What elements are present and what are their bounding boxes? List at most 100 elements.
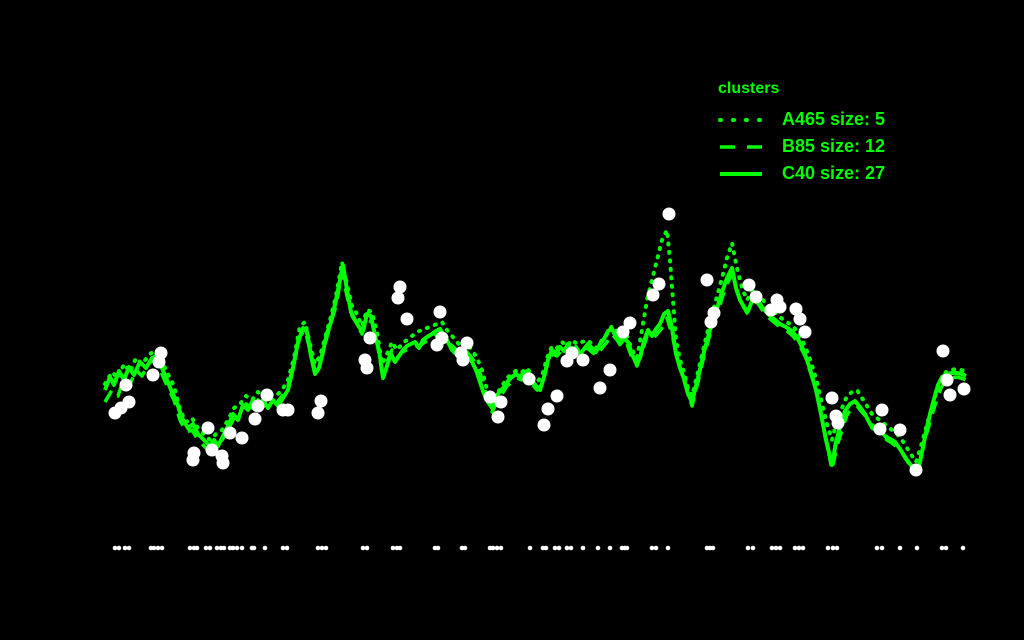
scatter-point bbox=[122, 395, 136, 409]
scatter-point bbox=[311, 406, 325, 420]
rug-tick bbox=[490, 545, 496, 551]
rug-tick bbox=[874, 545, 880, 551]
rug-tick bbox=[390, 545, 396, 551]
rug-tick bbox=[830, 545, 836, 551]
rug-tick bbox=[494, 545, 500, 551]
scatter-point bbox=[260, 388, 274, 402]
rug-tick bbox=[187, 545, 193, 551]
scatter-point bbox=[248, 412, 262, 426]
rug-tick bbox=[116, 545, 122, 551]
scatter-point bbox=[749, 290, 763, 304]
scatter-point bbox=[773, 300, 787, 314]
scatter-point bbox=[391, 291, 405, 305]
scatter-point bbox=[251, 399, 265, 413]
scatter-point bbox=[400, 312, 414, 326]
scatter-point bbox=[873, 422, 887, 436]
rug-tick bbox=[834, 545, 840, 551]
dashed-line-key-icon bbox=[720, 144, 762, 149]
rug-tick bbox=[126, 545, 132, 551]
scatter-point bbox=[363, 331, 377, 345]
scatter-point bbox=[662, 207, 676, 221]
rug-tick bbox=[943, 545, 949, 551]
scatter-point bbox=[119, 378, 133, 392]
scatter-point bbox=[491, 410, 505, 424]
scatter-point bbox=[281, 403, 295, 417]
rug-tick bbox=[543, 545, 549, 551]
scatter-point bbox=[460, 336, 474, 350]
rug-tick bbox=[315, 545, 321, 551]
rug-tick bbox=[607, 545, 613, 551]
scatter-point bbox=[616, 325, 630, 339]
rug-tick bbox=[552, 545, 558, 551]
rug-tick bbox=[397, 545, 403, 551]
scatter-point bbox=[893, 423, 907, 437]
rug-tick bbox=[564, 545, 570, 551]
legend-title: clusters bbox=[718, 80, 780, 97]
rug-tick bbox=[364, 545, 370, 551]
scatter-point bbox=[314, 394, 328, 408]
scatter-point bbox=[541, 402, 555, 416]
scatter-point bbox=[789, 302, 803, 316]
rug-tick bbox=[207, 545, 213, 551]
rug-tick bbox=[879, 545, 885, 551]
series-line-c40 bbox=[103, 263, 967, 474]
legend-item-c40: C40 size: 27 bbox=[718, 160, 885, 187]
rug-tick bbox=[435, 545, 441, 551]
rug-tick bbox=[251, 545, 257, 551]
scatter-point bbox=[483, 390, 497, 404]
rug-tick bbox=[155, 545, 161, 551]
scatter-point bbox=[522, 372, 536, 386]
scatter-point bbox=[909, 463, 923, 477]
rug-tick bbox=[792, 545, 798, 551]
scatter-point bbox=[943, 388, 957, 402]
scatter-point bbox=[456, 353, 470, 367]
scatter-point bbox=[494, 395, 508, 409]
rug-tick bbox=[284, 545, 290, 551]
scatter-point bbox=[798, 325, 812, 339]
scatter-point bbox=[235, 431, 249, 445]
rug-tick bbox=[825, 545, 831, 551]
rug-tick bbox=[194, 545, 200, 551]
scatter-point bbox=[360, 361, 374, 375]
rug-tick bbox=[624, 545, 630, 551]
rug-tick bbox=[595, 545, 601, 551]
legend-label-c40: C40 size: 27 bbox=[782, 163, 886, 183]
legend-label-b85: B85 size: 12 bbox=[782, 136, 886, 156]
scatter-point bbox=[201, 421, 215, 435]
scatter-point bbox=[623, 316, 637, 330]
rug-tick bbox=[112, 545, 118, 551]
scatter-point bbox=[825, 391, 839, 405]
rug-tick bbox=[323, 545, 329, 551]
rug-tick bbox=[230, 545, 236, 551]
rug-tick bbox=[665, 545, 671, 551]
legend-item-a465: A465 size: 5 bbox=[718, 106, 885, 133]
scatter-point bbox=[205, 443, 219, 457]
rug-tick bbox=[796, 545, 802, 551]
scatter-point bbox=[433, 305, 447, 319]
scatter-point bbox=[652, 277, 666, 291]
rug-tick bbox=[462, 545, 468, 551]
rug-tick bbox=[773, 545, 779, 551]
rug-tick bbox=[960, 545, 966, 551]
scatter-point bbox=[707, 306, 721, 320]
scatter-point bbox=[223, 426, 237, 440]
solid-line-key-icon bbox=[720, 171, 762, 176]
scatter-point bbox=[603, 363, 617, 377]
scatter-point bbox=[565, 346, 579, 360]
legend: clusters A465 size: 5 B85 size: 12 C40 s… bbox=[718, 80, 885, 187]
scatter-point bbox=[793, 312, 807, 326]
rug-tick bbox=[750, 545, 756, 551]
legend-label-a465: A465 size: 5 bbox=[782, 109, 886, 129]
rug-tick bbox=[203, 545, 209, 551]
rug-tick bbox=[234, 545, 240, 551]
rug-tick bbox=[939, 545, 945, 551]
rug-tick bbox=[897, 545, 903, 551]
rug-tick bbox=[556, 545, 562, 551]
rug-tick bbox=[745, 545, 751, 551]
rug-tick bbox=[214, 545, 220, 551]
scatter-point bbox=[940, 373, 954, 387]
scatter-point bbox=[936, 344, 950, 358]
rug-tick bbox=[580, 545, 586, 551]
scatter-point bbox=[646, 288, 660, 302]
